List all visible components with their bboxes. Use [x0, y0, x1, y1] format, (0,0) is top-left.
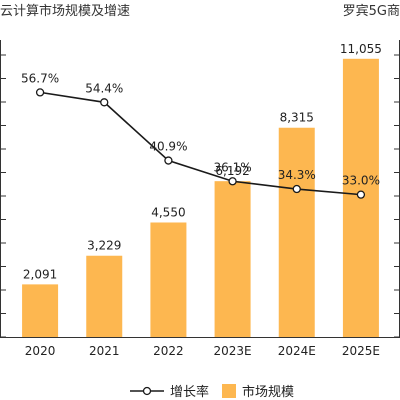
- bar-value-label: 6,192: [215, 164, 249, 178]
- bar-value-label: 8,315: [280, 111, 314, 125]
- legend-label-growth-rate: 增长率: [170, 384, 209, 400]
- source-watermark: 罗宾5G商: [342, 4, 400, 19]
- chart-title: 云计算市场规模及增速: [0, 4, 131, 19]
- x-tick-label: 2020: [25, 344, 56, 358]
- bar-value-label: 2,091: [23, 267, 57, 281]
- bar: [278, 127, 315, 337]
- bar: [214, 181, 251, 337]
- labels-layer: 2,091 2020 3,229 2021 4,550 2022 6,192 2023E 8,3…: [21, 42, 382, 358]
- x-tick-label: 2021: [89, 344, 120, 358]
- bars-layer: [22, 58, 379, 337]
- line-layer: [35, 88, 366, 199]
- bar-value-label: 4,550: [151, 205, 185, 219]
- growth-rate-label: 54.4%: [85, 81, 123, 95]
- growth-rate-point: [35, 88, 45, 97]
- axes-layer: [0, 40, 400, 338]
- growth-rate-point: [100, 98, 109, 107]
- bar: [22, 284, 59, 337]
- x-tick-label: 2025E: [342, 344, 380, 358]
- legend-bar-swatch: [222, 384, 236, 398]
- growth-rate-label: 36.1%: [214, 160, 252, 174]
- x-tick-label: 2022: [153, 344, 184, 358]
- growth-rate-point: [356, 190, 366, 199]
- legend: 增长率 市场规模: [130, 384, 294, 400]
- growth-rate-label: 56.7%: [21, 71, 59, 85]
- growth-rate-point: [228, 177, 237, 186]
- bar-value-label: 3,229: [87, 239, 121, 253]
- bar-value-label: 11,055: [340, 42, 382, 56]
- growth-rate-label: 34.3%: [278, 168, 316, 182]
- bar: [150, 222, 187, 337]
- bar: [86, 255, 123, 337]
- growth-rate-label: 40.9%: [149, 140, 187, 154]
- x-tick-label: 2023E: [214, 344, 252, 358]
- growth-rate-label: 33.0%: [342, 174, 380, 188]
- growth-rate-line: [39, 91, 361, 196]
- growth-rate-point: [292, 184, 301, 194]
- legend-line-marker: [142, 386, 152, 396]
- legend-label-market-size: 市场规模: [242, 384, 294, 400]
- x-tick-label: 2024E: [278, 344, 316, 358]
- growth-rate-point: [164, 156, 173, 165]
